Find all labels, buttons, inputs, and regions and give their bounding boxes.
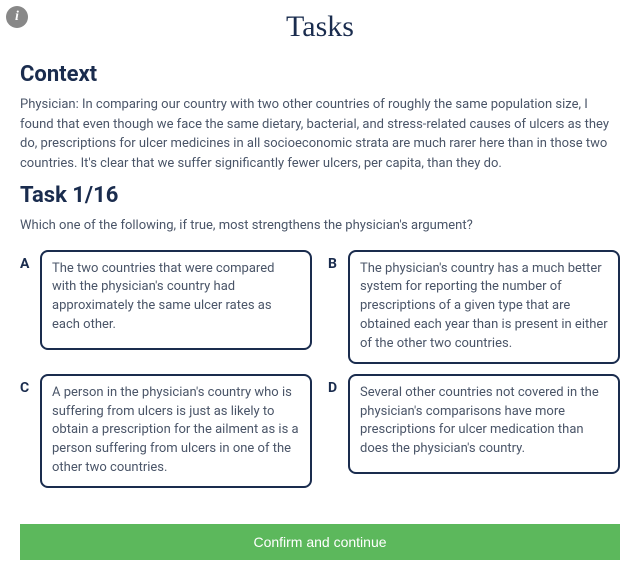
option-letter: D [328, 374, 342, 396]
info-icon[interactable]: i [6, 6, 28, 28]
task-question: Which one of the following, if true, mos… [20, 216, 620, 236]
option-box-d[interactable]: Several other countries not covered in t… [348, 374, 620, 474]
option-letter: A [20, 250, 34, 272]
context-heading: Context [20, 62, 620, 87]
page-title: Tasks [0, 0, 640, 52]
option-a: A The two countries that were compared w… [20, 250, 312, 364]
task-heading: Task 1/16 [20, 183, 620, 208]
context-text: Physician: In comparing our country with… [20, 95, 620, 173]
option-d: D Several other countries not covered in… [328, 374, 620, 488]
options-grid: A The two countries that were compared w… [20, 250, 620, 488]
option-b: B The physician's country has a much bet… [328, 250, 620, 364]
option-box-c[interactable]: A person in the physician's country who … [40, 374, 312, 488]
option-box-b[interactable]: The physician's country has a much bette… [348, 250, 620, 364]
option-letter: C [20, 374, 34, 396]
option-c: C A person in the physician's country wh… [20, 374, 312, 488]
option-box-a[interactable]: The two countries that were compared wit… [40, 250, 312, 350]
content-area: Context Physician: In comparing our coun… [0, 62, 640, 488]
confirm-continue-button[interactable]: Confirm and continue [20, 524, 620, 560]
option-letter: B [328, 250, 342, 272]
